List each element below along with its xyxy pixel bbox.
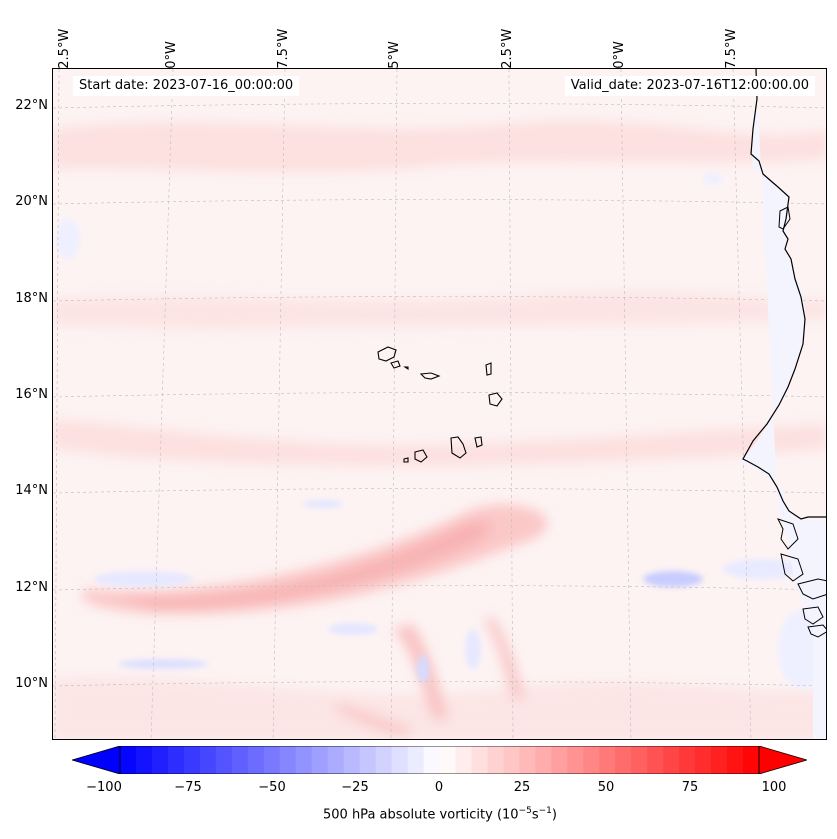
coast-detail-6 [807, 624, 826, 638]
colorbar-cell [311, 746, 329, 774]
island-sal [485, 362, 492, 376]
colorbar-label-exp2: −1 [538, 806, 552, 816]
colorbar-cell [391, 746, 409, 774]
africa-landmass [741, 69, 826, 739]
colorbar-cell [183, 746, 201, 774]
colorbar [72, 746, 807, 774]
island-sao-nicolau [419, 372, 441, 380]
colorbar-label-exp1: −5 [518, 806, 532, 816]
colorbar-cell [535, 746, 552, 774]
colorbar-cell [279, 746, 297, 774]
island-fogo [414, 449, 428, 463]
colorbar-label-mid: s [531, 807, 539, 823]
colorbar-cell [743, 746, 760, 774]
colorbar-cell [583, 746, 600, 774]
colorbar-cell [631, 746, 648, 774]
colorbar-cell [727, 746, 744, 774]
africa-coastline [742, 69, 826, 520]
colorbar-cell [135, 746, 153, 774]
cape-verde-islands [377, 346, 503, 463]
lat-label-10n: 10°N [15, 676, 48, 691]
colorbar-tick-neg50: −50 [258, 780, 286, 795]
lat-label-18n: 18°N [15, 291, 48, 306]
island-santo-antao [377, 346, 397, 362]
colorbar-cell [503, 746, 520, 774]
island-santa-luzia [403, 366, 409, 371]
colorbar-cell [695, 746, 712, 774]
coast-detail-3 [780, 553, 804, 582]
coast-detail-4 [797, 578, 826, 600]
colorbar-cell [487, 746, 504, 774]
colorbar-tick-75: 75 [681, 780, 699, 795]
colorbar-cell [615, 746, 632, 774]
coast-detail-5 [802, 606, 824, 625]
colorbar-tick-0: 0 [434, 780, 444, 795]
colorbar-cell [231, 746, 249, 774]
colorbar-cell [375, 746, 393, 774]
colorbar-tick-50: 50 [597, 780, 615, 795]
colorbar-cell [343, 746, 361, 774]
island-maio [474, 436, 483, 448]
lat-label-20n: 20°N [15, 194, 48, 209]
gridlines [53, 69, 826, 739]
island-sao-vicente [390, 360, 401, 369]
vorticity-shading [53, 120, 826, 739]
colorbar-label: 500 hPa absolute vorticity (10−5s−1) [0, 806, 837, 822]
colorbar-cell [199, 746, 217, 774]
colorbar-cell [711, 746, 728, 774]
colorbar-cell [471, 746, 488, 774]
colorbar-cell [151, 746, 169, 774]
colorbar-cell [519, 746, 536, 774]
colorbar-cell [247, 746, 265, 774]
colorbar-cell [359, 746, 377, 774]
island-boa-vista [488, 392, 503, 407]
colorbar-cell [567, 746, 584, 774]
colorbar-cell [167, 746, 185, 774]
colorbar-label-suffix: ) [551, 807, 557, 823]
vorticity-field [53, 69, 826, 739]
colorbar-tick-neg100: −100 [86, 780, 122, 795]
colorbar-outline [119, 746, 760, 774]
lat-label-16n: 16°N [15, 387, 48, 402]
colorbar-cell [647, 746, 664, 774]
colorbar-label-prefix: 500 hPa absolute vorticity (10 [323, 807, 519, 823]
colorbar-cell [295, 746, 313, 774]
colorbar-tick-25: 25 [513, 780, 531, 795]
coast-detail-2 [777, 518, 799, 550]
colorbar-tick-neg25: −25 [341, 780, 369, 795]
lat-label-12n: 12°N [15, 580, 48, 595]
colorbar-cell [663, 746, 680, 774]
start-date-label: Start date: 2023-07-16_00:00:00 [73, 76, 300, 96]
valid-date-label: Valid_date: 2023-07-16T12:00:00.00 [564, 76, 815, 96]
colorbar-tick-neg75: −75 [174, 780, 202, 795]
colorbar-cell [679, 746, 696, 774]
colorbar-tick-100: 100 [761, 780, 787, 795]
colorbar-cell [263, 746, 281, 774]
colorbar-cell [423, 746, 440, 774]
colorbar-cell [551, 746, 568, 774]
colorbar-cell [439, 746, 456, 774]
colorbar-max-extend [758, 746, 807, 774]
colorbar-cell [120, 746, 137, 774]
lat-label-14n: 14°N [15, 483, 48, 498]
colorbar-cell [599, 746, 616, 774]
lat-label-22n: 22°N [15, 98, 48, 113]
colorbar-gradient [72, 746, 807, 774]
colorbar-cell [215, 746, 233, 774]
colorbar-cell [327, 746, 345, 774]
colorbar-cell [407, 746, 425, 774]
colorbar-min-extend [72, 746, 121, 774]
colorbar-cell [455, 746, 472, 774]
island-brava [403, 457, 409, 463]
island-santiago [450, 436, 467, 459]
coast-detail-1 [778, 206, 791, 230]
map-panel[interactable] [52, 68, 827, 740]
